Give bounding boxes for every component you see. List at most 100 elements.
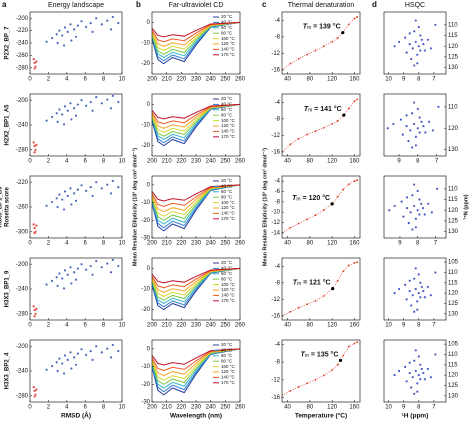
row-label: H3X3_BP1_9 xyxy=(5,270,11,307)
x-tick-label: 160 xyxy=(349,159,360,165)
data-point xyxy=(353,180,356,183)
x-tick-label: 230 xyxy=(191,77,202,83)
y-tick-label: -260 xyxy=(16,205,29,211)
scatter-point xyxy=(45,119,48,122)
scatter-point xyxy=(100,266,103,269)
y-tick-label: -30 xyxy=(141,236,150,242)
plot-frame xyxy=(281,339,361,403)
scatter-point xyxy=(106,183,109,186)
scatter-point xyxy=(410,386,413,389)
plot-frame xyxy=(29,175,123,239)
scatter-point xyxy=(420,202,423,205)
x-tick-label: 4 xyxy=(65,323,69,329)
scatter-point xyxy=(32,58,35,61)
scatter-point xyxy=(417,45,420,48)
scatter-point xyxy=(393,292,396,295)
scatter-point xyxy=(35,143,38,146)
annotation-part: = 120 °C xyxy=(301,194,330,202)
plot-area xyxy=(152,184,240,232)
scatter-point xyxy=(73,271,76,274)
data-point xyxy=(356,98,359,101)
y-tick-label: 125 xyxy=(448,54,459,60)
data-point xyxy=(336,195,339,198)
scatter-point xyxy=(400,200,403,203)
y-tick-label: -12 xyxy=(271,51,280,57)
annotation-part: m xyxy=(305,353,309,359)
scatter-point xyxy=(405,114,408,117)
y-tick-label: 110 xyxy=(448,270,458,276)
plot-area xyxy=(32,258,120,318)
scatter-point xyxy=(417,292,420,295)
x-tick-label: 200 xyxy=(147,405,158,411)
legend-label: 120 °C xyxy=(221,205,236,210)
x-tick-label: 10 xyxy=(385,323,392,329)
scatter-point xyxy=(100,102,103,105)
scatter-point xyxy=(85,104,88,107)
scatter-point xyxy=(34,312,37,315)
scatter-point xyxy=(50,200,54,204)
scatter-point xyxy=(401,133,404,136)
y-tick-label: 120 xyxy=(448,291,459,297)
x-tick-label: 250 xyxy=(220,241,231,247)
x-tick-label: 220 xyxy=(176,159,187,165)
scatter-point xyxy=(58,29,61,32)
scatter-point xyxy=(76,103,79,106)
plot-area xyxy=(386,101,440,149)
scatter-point xyxy=(418,198,421,201)
scatter-point xyxy=(76,352,79,355)
scatter-point xyxy=(80,348,83,351)
scatter-point xyxy=(91,358,94,361)
y-tick-label: -20 xyxy=(141,382,150,388)
scatter-point xyxy=(407,139,410,143)
x-tick-label: 4 xyxy=(65,405,69,411)
annotation-part: T xyxy=(301,351,306,358)
y-tick-label: -280 xyxy=(16,147,29,153)
scatter-point xyxy=(413,64,416,67)
scatter-point xyxy=(416,209,419,212)
x-tick-label: 2 xyxy=(47,159,51,165)
scatter-point xyxy=(420,120,423,123)
scatter-point xyxy=(409,211,412,214)
scatter-point xyxy=(393,374,396,377)
x-tick-label: 6 xyxy=(84,323,88,329)
x-axis-label: Temperature (°C) xyxy=(295,412,347,420)
scatter-point xyxy=(436,187,439,190)
scatter-point xyxy=(404,283,407,286)
legend-label: 80 °C xyxy=(221,30,233,35)
scatter-point xyxy=(414,40,417,44)
scatter-point xyxy=(55,276,58,279)
scatter-point xyxy=(411,294,414,297)
scatter-point xyxy=(413,392,416,395)
x-tick-label: 8 xyxy=(417,323,421,329)
plot-area xyxy=(152,21,240,65)
legend-label: 20 °C xyxy=(221,96,233,101)
scatter-point xyxy=(69,187,72,190)
y-tick-label: -20 xyxy=(141,143,150,149)
cd-curve xyxy=(152,348,240,377)
scatter-point xyxy=(61,198,64,201)
x-tick-label: 8 xyxy=(102,159,106,165)
scatter-point xyxy=(417,25,420,29)
scatter-point xyxy=(419,49,422,52)
scatter-point xyxy=(74,35,78,38)
y-tick-label: 130 xyxy=(448,311,459,317)
y-tick-label: 0 xyxy=(147,102,151,108)
scatter-point xyxy=(111,15,114,19)
scatter-point xyxy=(416,390,419,393)
plot-area xyxy=(388,183,439,231)
scatter-point xyxy=(76,24,79,27)
y-tick-label: 125 xyxy=(448,383,459,389)
y-tick-label: -6 xyxy=(275,189,281,195)
scatter-point xyxy=(35,224,38,227)
x-tick-label: 230 xyxy=(191,405,202,411)
scatter-point xyxy=(109,107,113,110)
scatter-point xyxy=(91,30,94,33)
cd-curve xyxy=(152,21,240,43)
scatter-point xyxy=(111,343,114,347)
plot-frame xyxy=(383,93,447,157)
legend-label: 140 °C xyxy=(221,129,236,134)
scatter-point xyxy=(413,359,416,362)
scatter-point xyxy=(56,284,59,287)
y-tick-label: 110 xyxy=(448,352,458,358)
scatter-point xyxy=(91,194,94,197)
